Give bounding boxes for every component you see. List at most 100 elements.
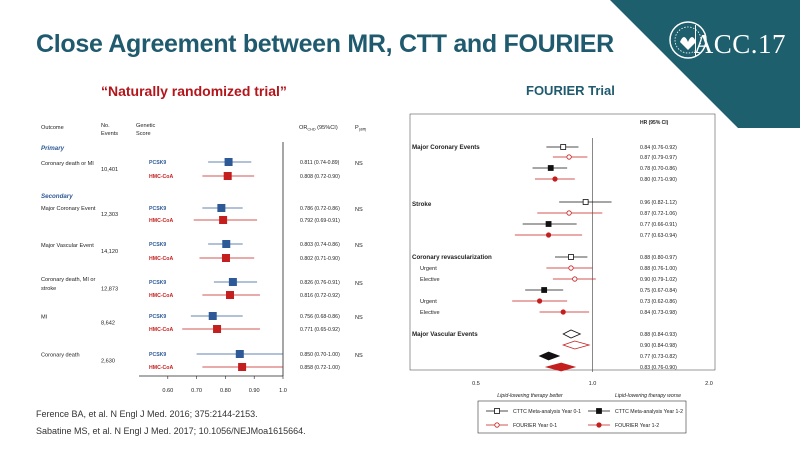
point-cttc bbox=[568, 254, 574, 260]
mr-forest-plot: Outcome No. Events Genetic Score ORCHD (95%CI… bbox=[41, 123, 367, 394]
point-fourier bbox=[545, 232, 552, 238]
x-tick-label: 0.90 bbox=[249, 388, 260, 394]
header-outcome: Outcome bbox=[41, 125, 64, 131]
hr-value: 0.77 (0.73-0.82) bbox=[640, 354, 677, 360]
events-count: 10,401 bbox=[101, 167, 118, 173]
header-score: Score bbox=[136, 131, 151, 137]
point-hmc bbox=[219, 216, 228, 224]
or-value: 0.771 (0.65-0.92) bbox=[300, 327, 340, 333]
events-count: 14,120 bbox=[101, 249, 118, 255]
point-fourier bbox=[572, 276, 578, 282]
p-value: NS bbox=[355, 243, 363, 249]
x-tick-label: 0.70 bbox=[191, 388, 202, 394]
header-events: No. bbox=[101, 123, 110, 129]
or-value: 0.756 (0.68-0.86) bbox=[300, 314, 340, 320]
summary-diamond bbox=[538, 351, 561, 361]
brand-divider bbox=[695, 25, 696, 57]
events-count: 12,873 bbox=[101, 287, 118, 293]
point-pcsk9 bbox=[208, 312, 217, 320]
xlabel-worse: Lipid-lowering therapy worse bbox=[615, 393, 681, 399]
score-label-hmc: HMC-CoA bbox=[149, 327, 173, 333]
point-pcsk9 bbox=[228, 278, 237, 286]
p-value: NS bbox=[355, 161, 363, 167]
outcome-label: MI bbox=[41, 315, 48, 321]
or-value: 0.811 (0.74-0.89) bbox=[300, 160, 340, 166]
slide-title: Close Agreement between MR, CTT and FOUR… bbox=[36, 30, 614, 58]
point-fourier bbox=[552, 176, 558, 182]
point-hmc bbox=[221, 254, 230, 262]
hr-value: 0.80 (0.71-0.90) bbox=[640, 177, 677, 183]
or-value: 0.808 (0.72-0.90) bbox=[300, 174, 340, 180]
row-label: Elective bbox=[420, 310, 440, 316]
p-value: NS bbox=[355, 353, 363, 359]
point-hmc bbox=[226, 291, 235, 299]
hr-value: 0.78 (0.70-0.86) bbox=[640, 166, 677, 172]
hr-value: 0.84 (0.73-0.98) bbox=[640, 310, 677, 316]
hr-value: 0.96 (0.82-1.12) bbox=[640, 200, 677, 206]
point-cttc bbox=[545, 221, 552, 227]
hr-value: 0.75 (0.67-0.84) bbox=[640, 288, 677, 294]
header-genetic: Genetic bbox=[136, 123, 155, 129]
point-hmc bbox=[238, 363, 247, 371]
p-value: NS bbox=[355, 207, 363, 213]
events-count: 2,630 bbox=[101, 359, 115, 365]
point-fourier bbox=[537, 298, 543, 304]
header-events-2: Events bbox=[101, 131, 118, 137]
events-count: 12,303 bbox=[101, 212, 118, 218]
point-hmc bbox=[223, 172, 232, 180]
hr-value: 0.77 (0.63-0.94) bbox=[640, 233, 677, 239]
legend-box bbox=[477, 400, 687, 434]
group-label: Stroke bbox=[412, 201, 432, 208]
section-primary: Primary bbox=[41, 145, 65, 152]
header-or: ORCHD (95%CI) bbox=[299, 125, 338, 132]
outcome-label: Coronary death or MI bbox=[41, 161, 94, 167]
left-subtitle: “Naturally randomized trial” bbox=[101, 83, 287, 99]
outcome-label: stroke bbox=[41, 286, 56, 292]
hr-value: 0.88 (0.76-1.00) bbox=[640, 266, 677, 272]
x-tick-label-right: 1.0 bbox=[589, 381, 597, 387]
or-value: 0.826 (0.76-0.91) bbox=[300, 280, 340, 286]
section-secondary: Secondary bbox=[41, 193, 73, 200]
reference-1: Ference BA, et al. N Engl J Med. 2016; 3… bbox=[36, 409, 258, 419]
row-label: Urgent bbox=[420, 266, 437, 272]
or-value: 0.803 (0.74-0.86) bbox=[300, 242, 340, 248]
hr-value: 0.90 (0.84-0.98) bbox=[640, 343, 677, 349]
score-label-pcsk9: PCSK9 bbox=[149, 242, 166, 248]
hr-value: 0.87 (0.79-0.97) bbox=[640, 155, 677, 161]
point-cttc bbox=[541, 287, 548, 293]
legend-marker bbox=[596, 408, 602, 414]
point-cttc bbox=[582, 199, 589, 205]
reference-2: Sabatine MS, et al. N Engl J Med. 2017; … bbox=[36, 426, 306, 436]
hr-value: 0.73 (0.62-0.86) bbox=[640, 299, 677, 305]
summary-diamond bbox=[561, 340, 591, 350]
legend-marker bbox=[494, 422, 500, 428]
summary-diamond bbox=[562, 329, 582, 339]
score-label-pcsk9: PCSK9 bbox=[149, 160, 166, 166]
score-label-pcsk9: PCSK9 bbox=[149, 352, 166, 358]
point-pcsk9 bbox=[235, 350, 244, 358]
hr-value: 0.88 (0.84-0.93) bbox=[640, 332, 677, 338]
row-label: Urgent bbox=[420, 299, 437, 305]
point-pcsk9 bbox=[224, 158, 233, 166]
score-label-pcsk9: PCSK9 bbox=[149, 206, 166, 212]
point-fourier bbox=[566, 210, 572, 216]
x-tick-label-right: 0.5 bbox=[472, 381, 480, 387]
legend-label: FOURIER Year 0-1 bbox=[513, 423, 557, 429]
xlabel-better: Lipid-lowering therapy better bbox=[497, 393, 563, 399]
hr-value: 0.90 (0.79-1.02) bbox=[640, 277, 677, 283]
point-pcsk9 bbox=[222, 240, 231, 248]
point-pcsk9 bbox=[217, 204, 226, 212]
score-label-pcsk9: PCSK9 bbox=[149, 314, 166, 320]
point-cttc bbox=[547, 165, 554, 171]
or-value: 0.786 (0.72-0.86) bbox=[300, 206, 340, 212]
or-value: 0.850 (0.70-1.00) bbox=[300, 352, 340, 358]
hr-value: 0.83 (0.76-0.90) bbox=[640, 365, 677, 371]
header-p: P(diff) bbox=[355, 125, 367, 132]
group-label: Major Vascular Events bbox=[412, 331, 478, 338]
or-value: 0.802 (0.71-0.90) bbox=[300, 256, 340, 262]
x-tick-label: 0.80 bbox=[220, 388, 231, 394]
legend-label: CTTC Meta-analysis Year 1-2 bbox=[615, 409, 683, 415]
hr-value: 0.87 (0.72-1.06) bbox=[640, 211, 677, 217]
legend-label: CTTC Meta-analysis Year 0-1 bbox=[513, 409, 581, 415]
